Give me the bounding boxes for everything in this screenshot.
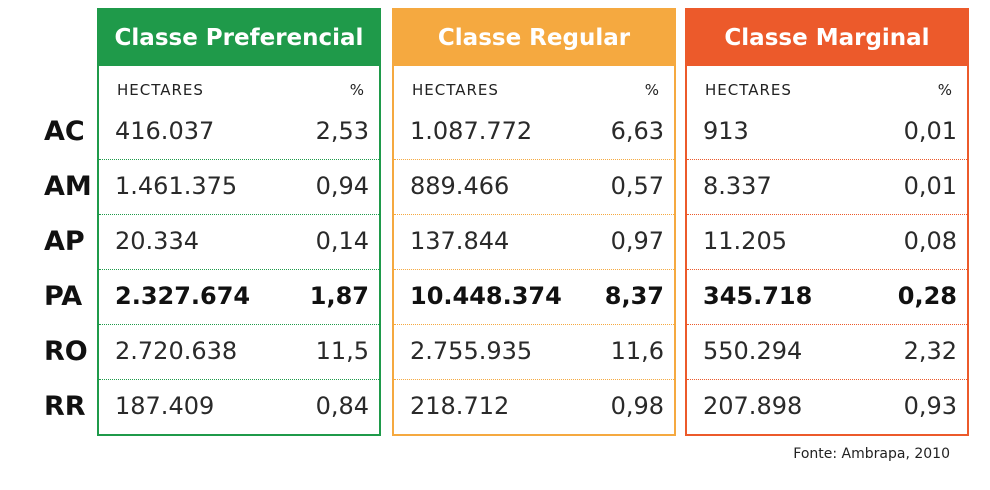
row-divider [687,324,967,325]
row-divider [687,159,967,160]
cell-percent: 0,98 [610,392,664,420]
row-divider [99,159,379,160]
panel-classe-preferencial: Classe Preferencial HECTARES% 416.037 2,53 1… [97,8,381,436]
cell-percent: 0,93 [903,392,957,420]
row-divider [394,159,674,160]
cell-percent: 6,63 [610,117,664,145]
table-row-am: 8.337 0,01 [687,159,967,214]
cell-hectares: 2.327.674 [115,282,251,310]
cell-percent: 2,32 [903,337,957,365]
table-row-pa: 2.327.674 1,87 [99,269,379,324]
column-header-percent: % [349,81,365,99]
row-divider [394,379,674,380]
cell-hectares: 218.712 [410,392,510,420]
row-divider [99,214,379,215]
cell-hectares: 2.755.935 [410,337,533,365]
panel-title: Classe Regular [394,10,674,66]
table-row-ap: 137.844 0,97 [394,214,674,269]
cell-hectares: 8.337 [703,172,772,200]
cell-percent: 11,5 [315,337,369,365]
cell-percent: 0,57 [610,172,664,200]
table-row-rr: 187.409 0,84 [99,379,379,434]
cell-percent: 0,94 [315,172,369,200]
table-row-ac: 416.037 2,53 [99,104,379,159]
column-header-hectares: HECTARES [412,81,499,99]
row-divider [394,269,674,270]
cell-percent: 0,97 [610,227,664,255]
panel-title: Classe Preferencial [99,10,379,66]
table-row-am: 1.461.375 0,94 [99,159,379,214]
cell-hectares: 2.720.638 [115,337,238,365]
cell-hectares: 550.294 [703,337,803,365]
cell-percent: 11,6 [610,337,664,365]
cell-hectares: 1.461.375 [115,172,238,200]
row-divider [99,324,379,325]
cell-hectares: 889.466 [410,172,510,200]
cell-percent: 0,28 [897,282,957,310]
cell-percent: 0,08 [903,227,957,255]
row-divider [687,269,967,270]
cell-percent: 0,14 [315,227,369,255]
panel-title: Classe Marginal [687,10,967,66]
cell-percent: 2,53 [315,117,369,145]
source-note: Fonte: Ambrapa, 2010 [793,446,950,462]
row-divider [394,214,674,215]
table-row-ac: 1.087.772 6,63 [394,104,674,159]
row-divider [687,379,967,380]
cell-hectares: 137.844 [410,227,510,255]
row-labels: AC AM AP PA RO RR [0,0,98,490]
table-row-ac: 913 0,01 [687,104,967,159]
panel-classe-regular: Classe Regular HECTARES% 1.087.772 6,63 889.… [392,8,676,436]
cell-hectares: 207.898 [703,392,803,420]
row-divider [394,324,674,325]
table-row-rr: 218.712 0,98 [394,379,674,434]
table-row-rr: 207.898 0,93 [687,379,967,434]
column-header-hectares: HECTARES [117,81,204,99]
row-divider [99,269,379,270]
row-label-am: AM [44,171,92,202]
row-label-ap: AP [44,226,85,257]
cell-hectares: 416.037 [115,117,215,145]
cell-percent: 0,84 [315,392,369,420]
row-label-ac: AC [44,116,85,147]
cell-percent: 1,87 [309,282,369,310]
column-header-hectares: HECTARES [705,81,792,99]
cell-percent: 0,01 [903,172,957,200]
cell-percent: 0,01 [903,117,957,145]
cell-hectares: 1.087.772 [410,117,533,145]
cell-hectares: 11.205 [703,227,787,255]
table-row-pa: 345.718 0,28 [687,269,967,324]
table-row-am: 889.466 0,57 [394,159,674,214]
cell-percent: 8,37 [604,282,664,310]
table-row-ro: 550.294 2,32 [687,324,967,379]
cell-hectares: 10.448.374 [410,282,562,310]
cell-hectares: 913 [703,117,749,145]
cell-hectares: 20.334 [115,227,199,255]
table-row-ap: 11.205 0,08 [687,214,967,269]
row-label-ro: RO [44,336,88,367]
table-row-ro: 2.720.638 11,5 [99,324,379,379]
row-divider [99,379,379,380]
row-label-rr: RR [44,391,86,422]
column-header-percent: % [644,81,660,99]
panel-classe-marginal: Classe Marginal HECTARES% 913 0,01 8.337 0,01… [685,8,969,436]
row-label-pa: PA [44,281,83,312]
column-header-percent: % [937,81,953,99]
row-divider [687,214,967,215]
cell-hectares: 345.718 [703,282,813,310]
table-row-ro: 2.755.935 11,6 [394,324,674,379]
table-row-ap: 20.334 0,14 [99,214,379,269]
cell-hectares: 187.409 [115,392,215,420]
table-row-pa: 10.448.374 8,37 [394,269,674,324]
